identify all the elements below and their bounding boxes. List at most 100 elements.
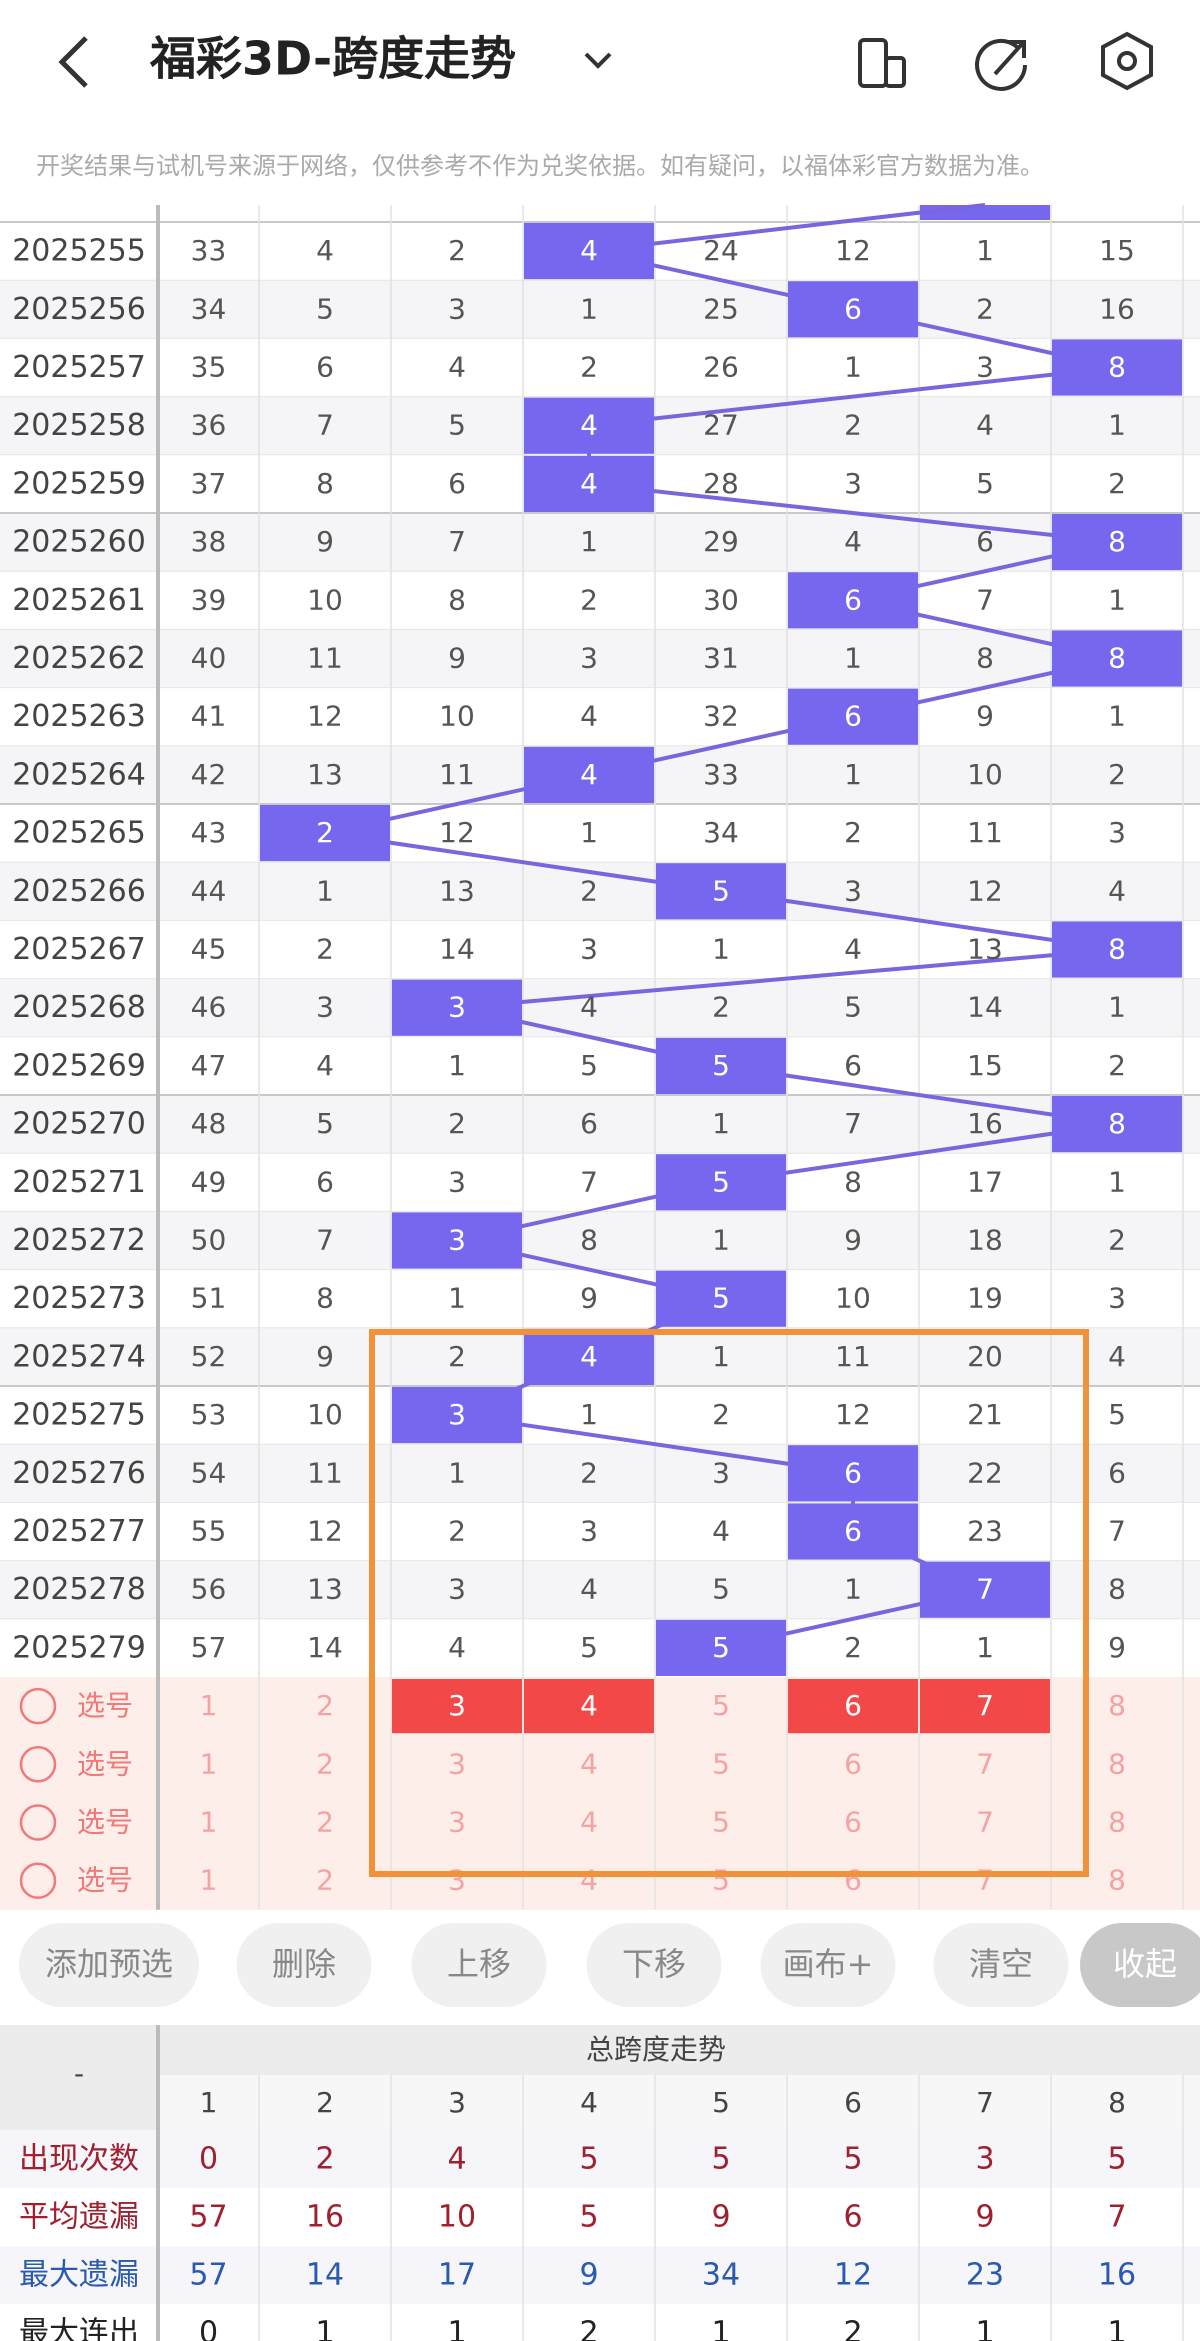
cell-value: 15 xyxy=(967,1049,1003,1082)
hit-cell xyxy=(1052,514,1182,571)
button-bg[interactable] xyxy=(760,1923,896,2007)
cell-value: 1 xyxy=(580,292,598,325)
select-number[interactable]: 2 xyxy=(316,1806,334,1839)
select-number[interactable]: 3 xyxy=(448,1747,466,1780)
cell-value: 45 xyxy=(191,933,227,966)
select-number[interactable]: 5 xyxy=(712,1864,730,1897)
button[interactable]: 收起 xyxy=(1113,1945,1177,1983)
select-number[interactable]: 4 xyxy=(580,1689,598,1722)
select-number[interactable]: 4 xyxy=(580,1806,598,1839)
hit-cell xyxy=(524,455,654,512)
select-number[interactable]: 8 xyxy=(1108,1747,1126,1780)
button[interactable]: 上移 xyxy=(447,1945,511,1983)
back-button[interactable] xyxy=(58,36,88,88)
button-bg[interactable] xyxy=(933,1923,1069,2007)
select-number[interactable]: 3 xyxy=(448,1806,466,1839)
hit-cell xyxy=(656,1619,786,1676)
select-number[interactable]: 4 xyxy=(580,1747,598,1780)
button[interactable]: 删除 xyxy=(272,1945,336,1983)
share-icon[interactable] xyxy=(975,38,1027,91)
select-number[interactable]: 7 xyxy=(976,1689,994,1722)
select-number[interactable]: 3 xyxy=(448,1689,466,1722)
cell-value: 2 xyxy=(1108,758,1126,791)
select-number[interactable]: 3 xyxy=(448,1864,466,1897)
row-bg xyxy=(0,280,1200,339)
select-number[interactable]: 1 xyxy=(200,1864,218,1897)
hit-cell xyxy=(1052,339,1182,396)
cell-value: 5 xyxy=(580,1049,598,1082)
selected-cell[interactable] xyxy=(524,1679,654,1734)
cell-value: 25 xyxy=(703,292,739,325)
cell-value: 1 xyxy=(580,816,598,849)
hit-cell xyxy=(920,1561,1050,1618)
button-bg[interactable] xyxy=(236,1923,372,2007)
switch-icon[interactable] xyxy=(858,38,906,88)
cell-value: 9 xyxy=(316,525,334,558)
stats-value: 14 xyxy=(306,2258,344,2293)
cell-value: 14 xyxy=(307,1631,343,1664)
dropdown[interactable] xyxy=(584,52,612,69)
cell-value: 10 xyxy=(835,1282,871,1315)
select-number[interactable]: 6 xyxy=(844,1689,862,1722)
select-number[interactable]: 1 xyxy=(200,1747,218,1780)
button[interactable]: 画布+ xyxy=(783,1945,874,1983)
cell-value: 1 xyxy=(844,642,862,675)
select-number[interactable]: 2 xyxy=(316,1864,334,1897)
select-radio[interactable] xyxy=(19,1862,57,1899)
cell-value: 3 xyxy=(580,642,598,675)
stats-value: 5 xyxy=(711,2142,730,2177)
cell-value: 12 xyxy=(439,816,475,849)
stats-value: 6 xyxy=(843,2200,862,2235)
select-number[interactable]: 1 xyxy=(200,1806,218,1839)
select-number[interactable]: 5 xyxy=(712,1747,730,1780)
cell-value: 33 xyxy=(191,234,227,267)
selected-cell[interactable] xyxy=(788,1679,918,1734)
select-number[interactable]: 7 xyxy=(976,1806,994,1839)
button[interactable]: 下移 xyxy=(622,1945,686,1983)
select-radio[interactable] xyxy=(19,1746,57,1783)
cell-value: 4 xyxy=(1108,1340,1126,1373)
select-number[interactable]: 2 xyxy=(316,1747,334,1780)
cell-value: 46 xyxy=(191,991,227,1024)
cell-value: 1 xyxy=(844,1573,862,1606)
select-number[interactable]: 6 xyxy=(844,1806,862,1839)
button-bg[interactable] xyxy=(411,1923,547,2007)
button-bg[interactable] xyxy=(1080,1923,1200,2007)
select-number[interactable]: 4 xyxy=(580,1864,598,1897)
selected-cell[interactable] xyxy=(392,1679,522,1734)
select-number[interactable]: 1 xyxy=(200,1689,218,1722)
select-number[interactable]: 7 xyxy=(976,1747,994,1780)
button-bg[interactable] xyxy=(586,1923,722,2007)
button[interactable]: 清空 xyxy=(969,1945,1033,1983)
select-number[interactable]: 7 xyxy=(976,1864,994,1897)
cell-value: 50 xyxy=(191,1224,227,1257)
row-bg xyxy=(0,571,1200,630)
cell-value: 5 xyxy=(976,467,994,500)
cell-value: 2 xyxy=(976,292,994,325)
select-number[interactable]: 5 xyxy=(712,1689,730,1722)
select-number[interactable]: 6 xyxy=(844,1747,862,1780)
hit-cell xyxy=(788,688,918,745)
select-number[interactable]: 6 xyxy=(844,1864,862,1897)
period: 2025268 xyxy=(12,990,146,1025)
cell-value: 39 xyxy=(191,583,227,616)
cell-value: 26 xyxy=(703,351,739,384)
select-radio[interactable] xyxy=(19,1804,57,1841)
select-number[interactable]: 8 xyxy=(1108,1806,1126,1839)
button-bg[interactable] xyxy=(19,1923,199,2007)
cell-value: 48 xyxy=(191,1107,227,1140)
stats-value: 9 xyxy=(579,2258,598,2293)
settings-icon[interactable] xyxy=(1101,31,1153,91)
select-radio[interactable] xyxy=(19,1687,57,1725)
cell-value: 2 xyxy=(1108,467,1126,500)
cell-value: 2 xyxy=(1108,1049,1126,1082)
select-number[interactable]: 8 xyxy=(1108,1864,1126,1897)
stats-value: 0 xyxy=(199,2142,218,2177)
select-number[interactable]: 2 xyxy=(316,1689,334,1722)
cell-value: 10 xyxy=(307,1398,343,1431)
select-number[interactable]: 8 xyxy=(1108,1689,1126,1722)
cell-value: 6 xyxy=(844,1456,862,1489)
selected-cell[interactable] xyxy=(920,1679,1050,1734)
select-number[interactable]: 5 xyxy=(712,1806,730,1839)
button[interactable]: 添加预选 xyxy=(45,1945,173,1983)
